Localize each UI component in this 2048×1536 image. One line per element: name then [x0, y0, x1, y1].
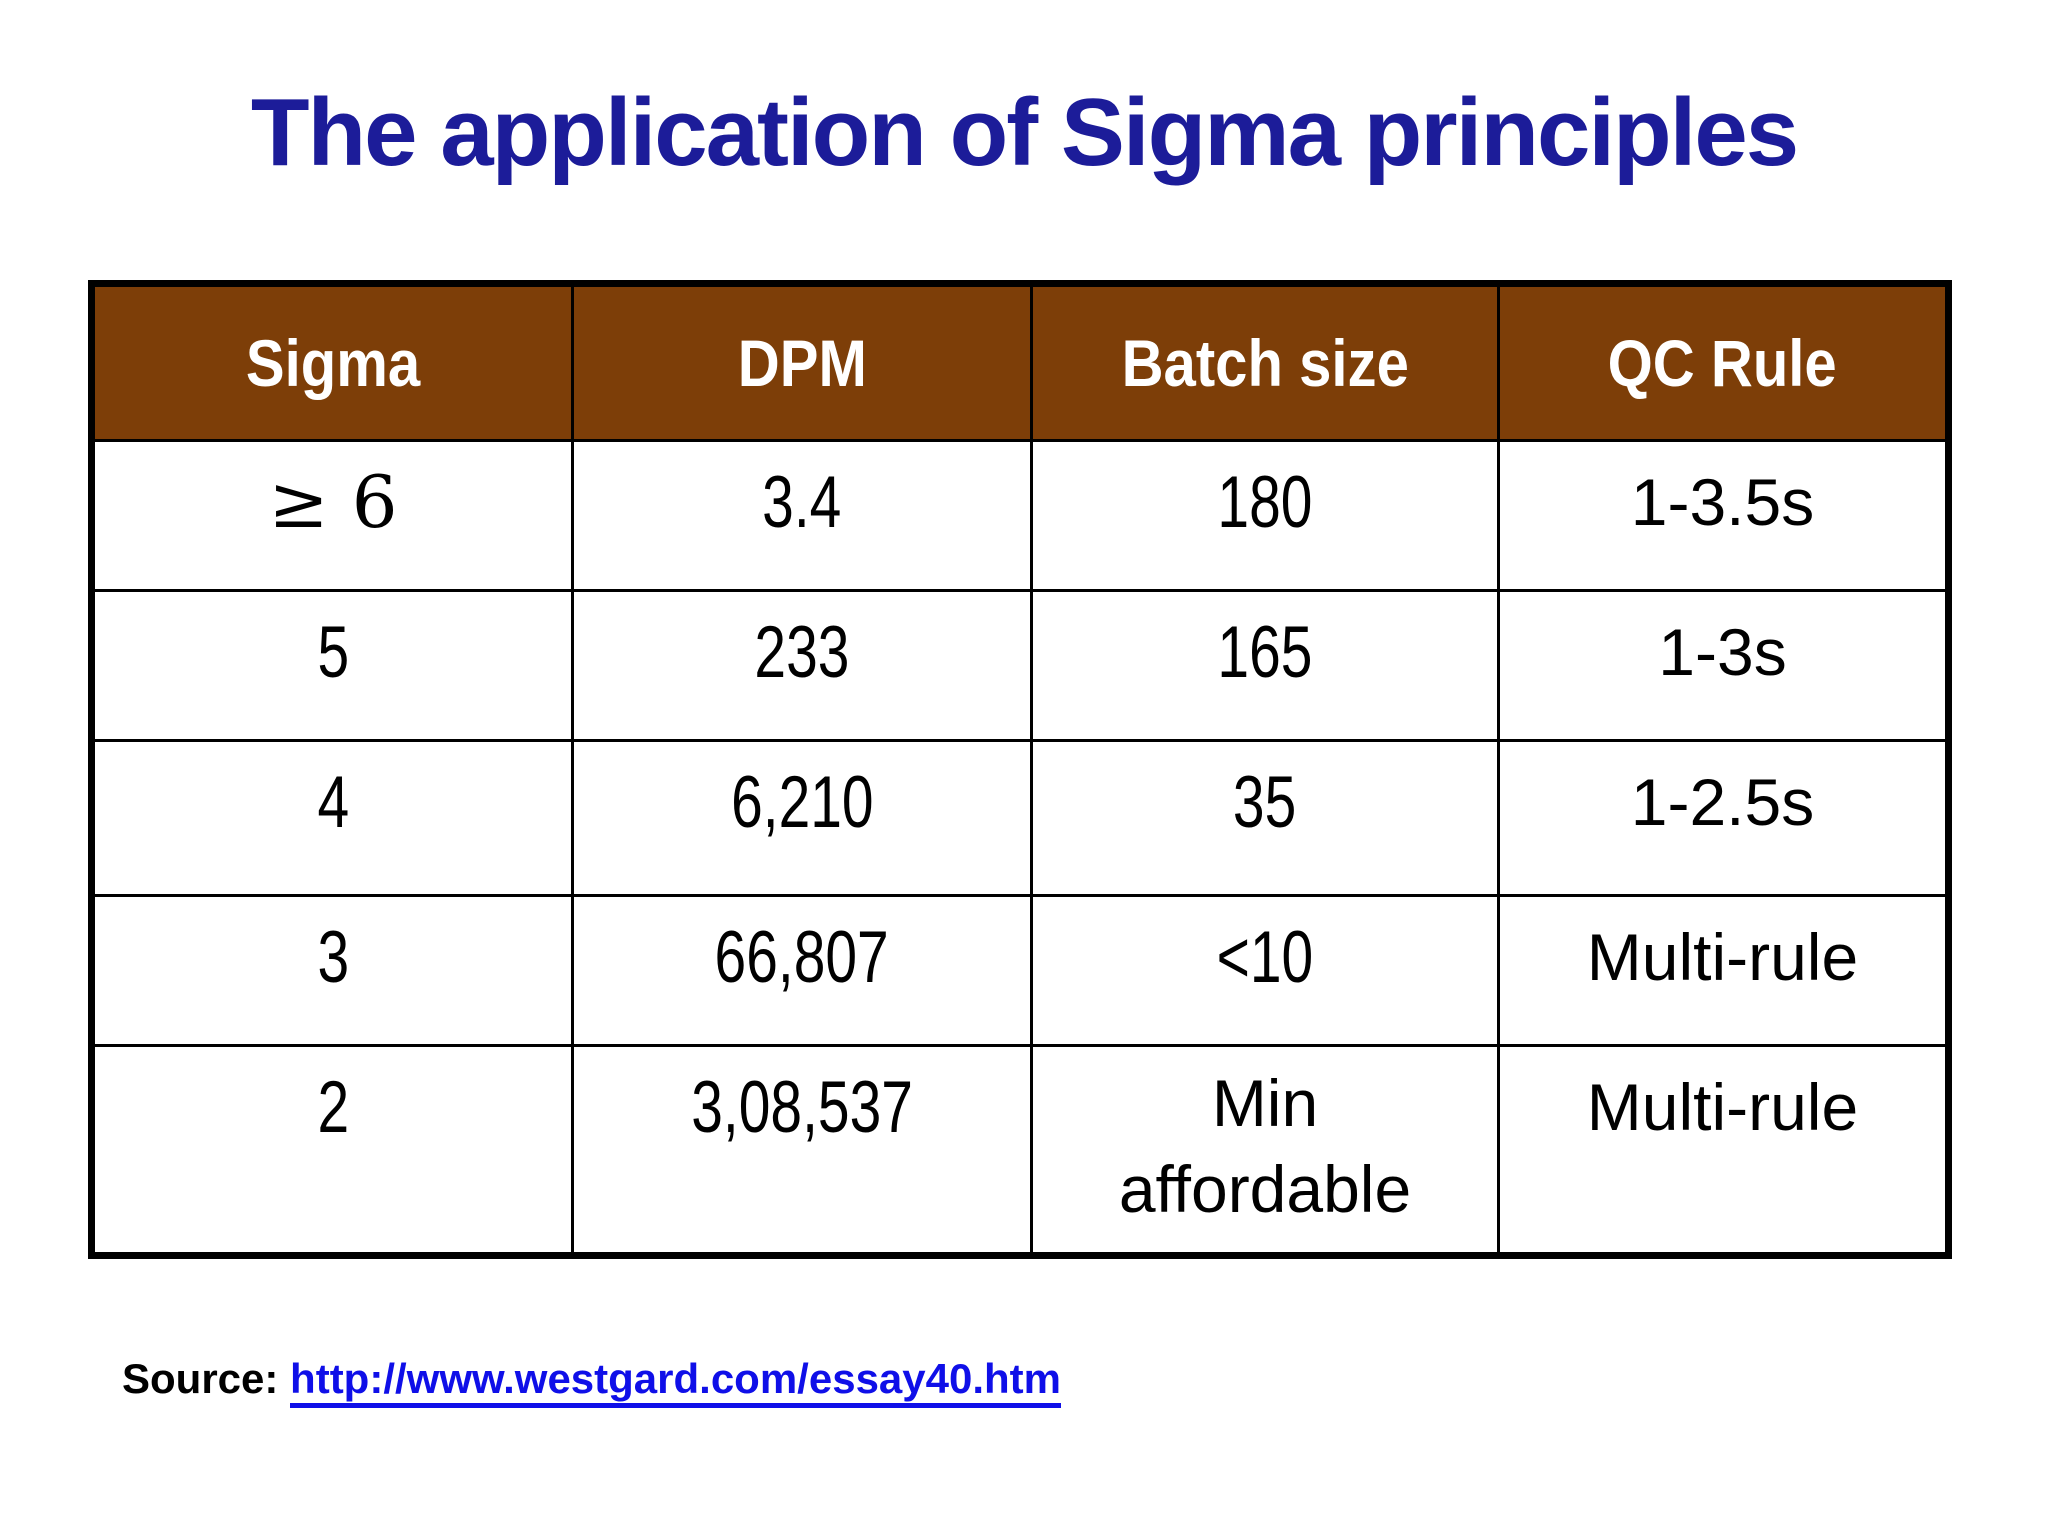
cell-value: Min affordable: [1118, 1066, 1412, 1227]
cell-value: 66,807: [714, 917, 890, 999]
column-header-label: Sigma: [245, 326, 421, 401]
cell-value: 4: [317, 762, 349, 844]
sigma-principles-table: Sigma DPM Batch size QC Rule ≥ 6 3.4 180…: [88, 280, 1952, 1260]
table-cell: Multi-rule: [1497, 1044, 1950, 1258]
source-label: Source:: [122, 1355, 279, 1403]
cell-value: 180: [1217, 462, 1313, 544]
column-header-label: QC Rule: [1607, 326, 1838, 401]
table-cell: 180: [1030, 439, 1500, 593]
table-cell: 66,807: [571, 894, 1033, 1048]
cell-value: 3.4: [762, 462, 842, 544]
source-line: Source: http://www.westgard.com/essay40.…: [122, 1355, 2048, 1409]
table-cell: 3: [90, 894, 574, 1048]
cell-value: 35: [1233, 762, 1297, 844]
table-row: 5 233 165 1-3s: [90, 589, 1950, 743]
table-cell: 6,210: [571, 739, 1033, 898]
cell-value: 1-2.5s: [1630, 765, 1815, 840]
table-cell: 1-2.5s: [1497, 739, 1950, 898]
table-cell: 3.4: [571, 439, 1033, 593]
column-header-sigma: Sigma: [90, 282, 574, 443]
column-header-batch-size: Batch size: [1030, 282, 1500, 443]
table-cell: 233: [571, 589, 1033, 743]
column-header-label: DPM: [737, 326, 867, 401]
cell-value: Multi-rule: [1586, 920, 1859, 995]
cell-value: 1-3.5s: [1630, 465, 1815, 540]
table-row: ≥ 6 3.4 180 1-3.5s: [90, 439, 1950, 593]
table-cell: ≥ 6: [90, 439, 574, 593]
cell-value: 165: [1217, 612, 1313, 694]
cell-value: 1-3s: [1658, 615, 1787, 690]
column-header-dpm: DPM: [571, 282, 1033, 443]
table-row: 4 6,210 35 1-2.5s: [90, 739, 1950, 898]
column-header-label: Batch size: [1121, 326, 1409, 401]
table-cell: 1-3.5s: [1497, 439, 1950, 593]
source-link[interactable]: http://www.westgard.com/essay40.htm: [290, 1355, 1062, 1409]
page-title: The application of Sigma principles: [250, 79, 1799, 186]
table-cell: 2: [90, 1044, 574, 1258]
table-row: 3 66,807 <10 Multi-rule: [90, 894, 1950, 1048]
cell-value: 233: [754, 612, 850, 694]
table-cell: 5: [90, 589, 574, 743]
cell-value: Multi-rule: [1586, 1070, 1859, 1145]
table-cell: 1-3s: [1497, 589, 1950, 743]
table-cell: <10: [1030, 894, 1500, 1048]
cell-value: 3,08,537: [691, 1067, 913, 1149]
table-row: 2 3,08,537 Min affordable Multi-rule: [90, 1044, 1950, 1258]
cell-value: 6,210: [730, 762, 874, 844]
table-cell: 4: [90, 739, 574, 898]
cell-value: 3: [317, 917, 349, 999]
table-cell: Multi-rule: [1497, 894, 1950, 1048]
table-cell: 3,08,537: [571, 1044, 1033, 1258]
cell-value: <10: [1216, 917, 1314, 999]
table-cell: 165: [1030, 589, 1500, 743]
cell-value: 5: [317, 612, 349, 694]
table-cell: Min affordable: [1030, 1044, 1500, 1258]
column-header-qc-rule: QC Rule: [1497, 282, 1950, 443]
header-row: Sigma DPM Batch size QC Rule: [90, 282, 1950, 443]
cell-value: 2: [317, 1067, 349, 1149]
table-cell: 35: [1030, 739, 1500, 898]
cell-value: ≥ 6: [268, 460, 398, 545]
